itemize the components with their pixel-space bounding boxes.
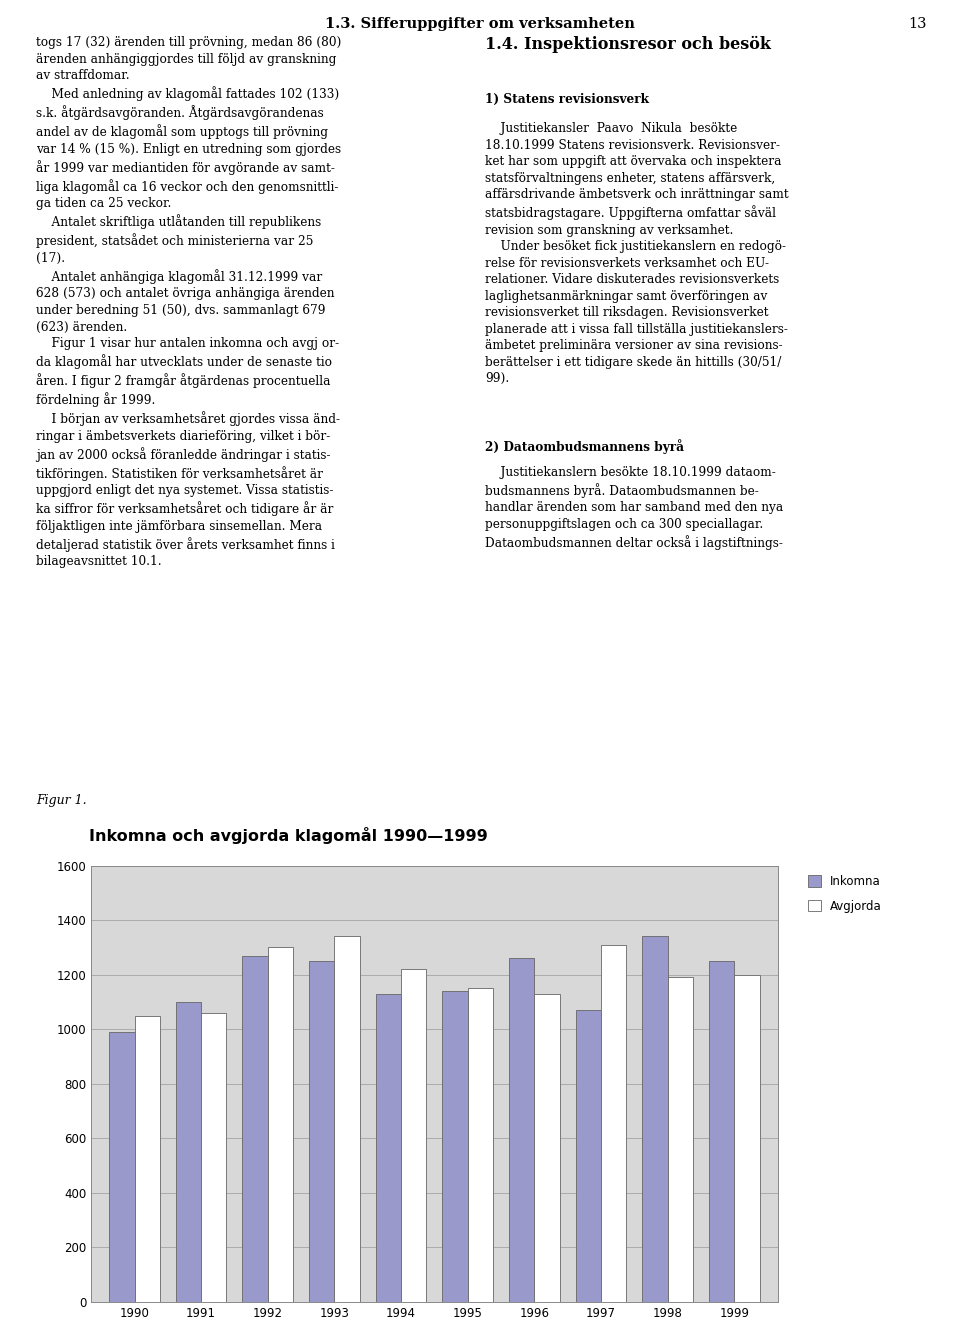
Text: Figur 1.: Figur 1. [36,794,87,808]
Bar [509,958,535,1302]
Bar [309,961,334,1302]
Bar [243,956,268,1302]
Bar [134,1016,159,1302]
Bar [535,993,560,1302]
Bar [375,993,401,1302]
Text: togs 17 (32) ärenden till prövning, medan 86 (80)
ärenden anhängiggjordes till f: togs 17 (32) ärenden till prövning, meda… [36,36,342,568]
Bar [601,945,626,1302]
Bar [443,990,468,1302]
Legend: Inkomna, Avgjorda: Inkomna, Avgjorda [804,871,885,917]
Bar [401,969,426,1302]
Text: Justitiekanslern besökte 18.10.1999 dataom-
budsmannens byrå. Dataombudsmannen b: Justitiekanslern besökte 18.10.1999 data… [485,466,783,550]
Bar [109,1032,134,1302]
Bar [667,977,693,1302]
Text: Inkomna och avgjorda klagomål 1990—1999: Inkomna och avgjorda klagomål 1990—1999 [89,827,488,844]
Bar [176,1002,202,1302]
Text: 1.4. Inspektionsresor och besök: 1.4. Inspektionsresor och besök [485,36,771,54]
Bar [734,974,759,1302]
Text: Justitiekansler  Paavo  Nikula  besökte
18.10.1999 Statens revisionsverk. Revisi: Justitiekansler Paavo Nikula besökte 18.… [485,122,788,385]
Bar [202,1013,227,1302]
Bar [334,937,360,1302]
Bar [576,1011,601,1302]
Text: 2) Dataombudsmannens byrå: 2) Dataombudsmannens byrå [485,439,684,454]
Bar [708,961,734,1302]
Bar [268,947,293,1302]
Bar [468,988,493,1302]
Text: 1) Statens revisionsverk: 1) Statens revisionsverk [485,93,649,106]
Text: 1.3. Sifferuppgifter om verksamheten: 1.3. Sifferuppgifter om verksamheten [325,16,635,31]
Bar [642,937,667,1302]
Text: 13: 13 [908,16,926,31]
